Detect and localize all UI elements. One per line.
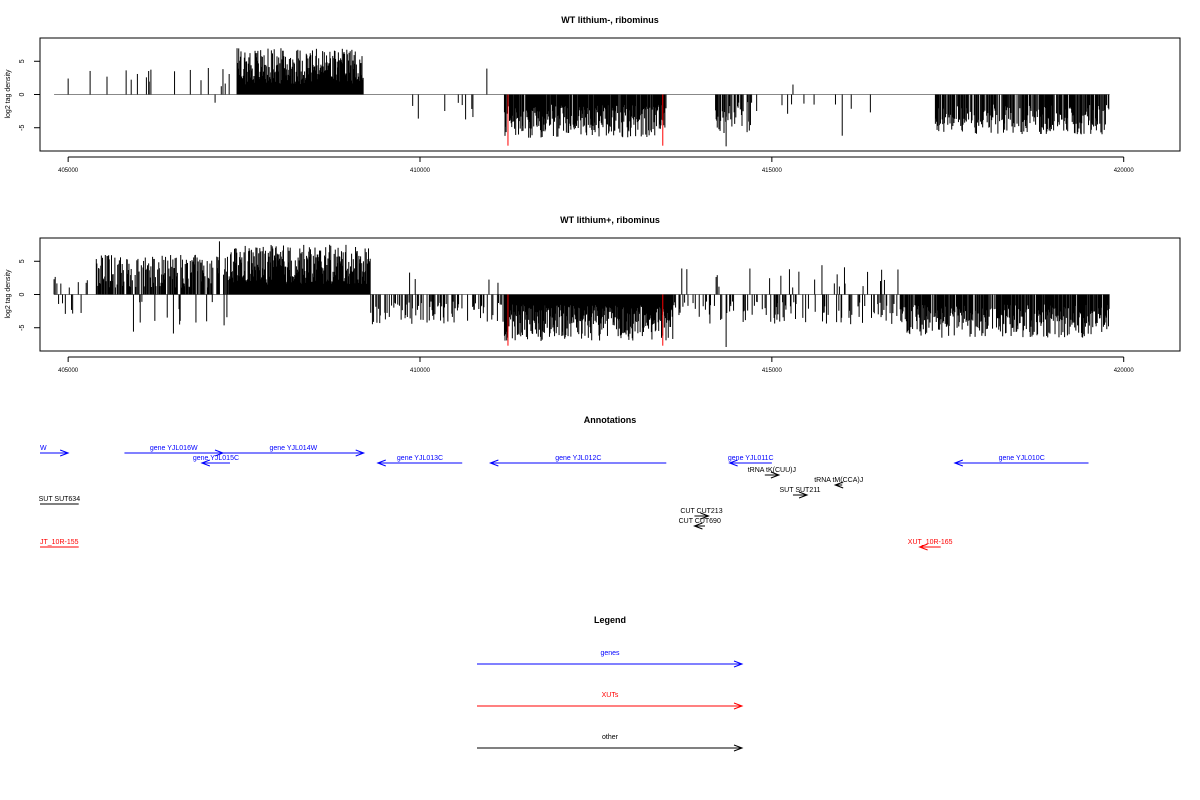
annotation-label: gene YJL011C xyxy=(728,455,774,462)
annotation-label: CUT CUT213 xyxy=(680,508,722,515)
annotation-feature: tRNA tK(CUU)J xyxy=(748,467,796,479)
annotation-feature: XUT_10R-165 xyxy=(908,539,953,551)
x-tick-label: 420000 xyxy=(1114,168,1135,174)
y-tick-label: -5 xyxy=(19,125,26,131)
x-tick-label: 415000 xyxy=(762,368,783,374)
annotation-label: JT_10R-155 xyxy=(40,539,79,546)
y-tick-label: 0 xyxy=(19,92,26,96)
annotation-feature: gene YJL011C xyxy=(728,455,774,467)
axes-group: -5 0 5 405000 410000 415000 420000 xyxy=(19,59,1134,174)
annotation-label: CUT CUT690 xyxy=(679,518,721,525)
annotation-label: gene YJL010C xyxy=(999,455,1045,462)
annotation-feature: CUT CUT213 xyxy=(680,508,723,520)
annotation-feature: gene YJL015C xyxy=(193,455,239,467)
annotation-feature: SUT SUT634 xyxy=(39,496,81,505)
track-panel-lithium-minus: WT lithium-, ribominus log2 tag density … xyxy=(5,15,1181,174)
annotation-label: SUT SUT211 xyxy=(780,487,821,494)
legend-panel: Legend genes XUTs other xyxy=(477,615,744,752)
y-tick-label: 5 xyxy=(19,59,26,63)
x-tick-label: 415000 xyxy=(762,168,783,174)
y-axis-label: log2 tag density xyxy=(5,69,12,119)
annotation-feature: tRNA tM(CCA)J xyxy=(814,477,863,489)
panel-title: WT lithium-, ribominus xyxy=(561,15,659,25)
annotation-label: tRNA tK(CUU)J xyxy=(748,467,796,474)
annotation-feature: gene YJL013C xyxy=(376,455,463,467)
annotation-label: XUT_10R-165 xyxy=(908,539,953,546)
y-tick-label: -5 xyxy=(19,325,26,331)
x-tick-label: 410000 xyxy=(410,168,431,174)
annotation-label: tRNA tM(CCA)J xyxy=(814,477,863,484)
x-tick-label: 405000 xyxy=(58,368,79,374)
annotation-feature: JT_10R-155 xyxy=(40,539,79,548)
track-panel-lithium-plus: WT lithium+, ribominus log2 tag density … xyxy=(5,215,1181,374)
axes-group: -5 0 5 405000 410000 415000 420000 xyxy=(19,259,1134,374)
bars-group xyxy=(53,241,1110,348)
x-tick-label: 405000 xyxy=(58,168,79,174)
y-tick-label: 0 xyxy=(19,292,26,296)
y-tick-label: 5 xyxy=(19,259,26,263)
annotation-label: W xyxy=(40,445,47,452)
y-axis-label: log2 tag density xyxy=(5,269,12,319)
annotation-feature: W xyxy=(40,445,70,457)
annotation-feature: gene YJL010C xyxy=(953,455,1089,467)
annotation-label: gene YJL015C xyxy=(193,455,239,462)
panel-title: WT lithium+, ribominus xyxy=(560,215,660,225)
annotation-feature: gene YJL014W xyxy=(222,445,366,457)
legend-item: other xyxy=(477,734,744,752)
annotation-label: gene YJL013C xyxy=(397,455,443,462)
annotation-feature: CUT CUT690 xyxy=(679,518,721,530)
x-tick-label: 420000 xyxy=(1114,368,1135,374)
bars-group xyxy=(54,48,1110,147)
legend-title: Legend xyxy=(594,615,626,625)
legend-item: XUTs xyxy=(477,692,744,710)
legend-item: genes xyxy=(477,650,744,668)
annotation-label: SUT SUT634 xyxy=(39,496,81,503)
x-tick-label: 410000 xyxy=(410,368,431,374)
annotation-feature: SUT SUT211 xyxy=(780,487,821,499)
legend-items: genes XUTs other xyxy=(477,650,744,752)
legend-label: XUTs xyxy=(602,692,619,699)
annotation-label: gene YJL014W xyxy=(269,445,317,452)
annotation-label: gene YJL016W xyxy=(150,445,198,452)
annotations-title: Annotations xyxy=(584,415,637,425)
legend-label: other xyxy=(602,734,619,741)
legend-label: genes xyxy=(600,650,620,657)
annotation-feature: gene YJL012C xyxy=(488,455,667,467)
annotation-label: gene YJL012C xyxy=(555,455,601,462)
